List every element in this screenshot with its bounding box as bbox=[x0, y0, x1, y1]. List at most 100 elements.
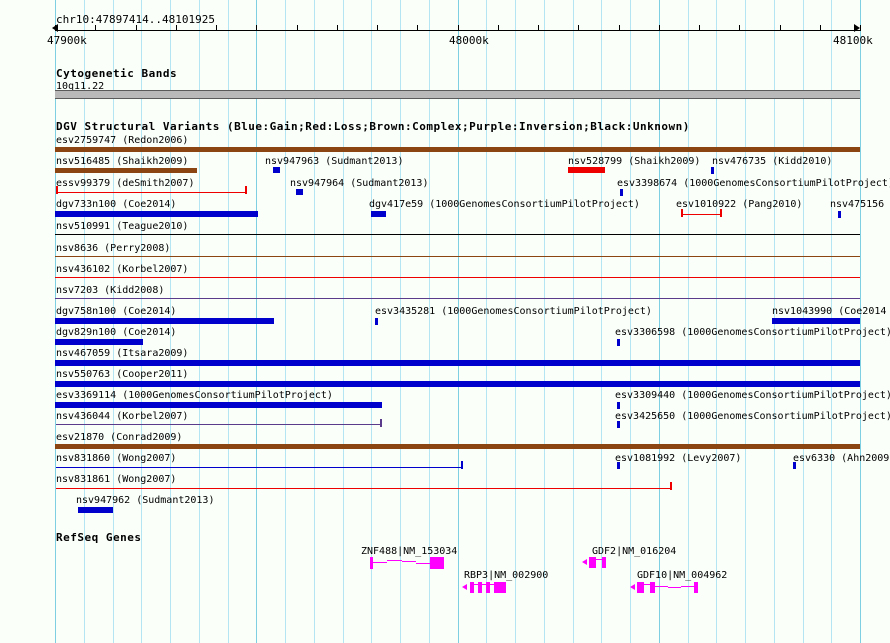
gene-exon[interactable] bbox=[370, 557, 373, 569]
dgv-variant-label[interactable]: nsv510991 (Teague2010) bbox=[56, 221, 189, 232]
dgv-variant-bar[interactable] bbox=[568, 167, 605, 173]
gene-exon[interactable] bbox=[650, 582, 655, 593]
gene-exon[interactable] bbox=[478, 582, 482, 593]
dgv-variant-label[interactable]: dgv829n100 (Coe2014) bbox=[56, 327, 177, 338]
dgv-variant-label[interactable]: nsv436044 (Korbel2007) bbox=[56, 411, 189, 422]
dgv-variant-endcap[interactable] bbox=[681, 209, 683, 217]
dgv-variant-line[interactable] bbox=[681, 214, 722, 215]
dgv-variant-bar[interactable] bbox=[617, 421, 620, 428]
dgv-variant-bar[interactable] bbox=[55, 211, 258, 217]
dgv-variant-label[interactable]: esv3309440 (1000GenomesConsortiumPilotPr… bbox=[615, 390, 890, 401]
dgv-variant-label[interactable]: essv99379 (deSmith2007) bbox=[56, 178, 195, 189]
dgv-variant-bar[interactable] bbox=[375, 318, 378, 325]
dgv-variant-line[interactable] bbox=[56, 488, 672, 489]
dgv-variant-line[interactable] bbox=[56, 192, 247, 193]
dgv-variant-endcap[interactable] bbox=[380, 419, 382, 427]
ruler-tick bbox=[619, 25, 620, 31]
dgv-variant-line[interactable] bbox=[55, 298, 860, 299]
dgv-variant-line[interactable] bbox=[56, 467, 462, 468]
gene-exon[interactable] bbox=[494, 582, 506, 593]
dgv-variant-line[interactable] bbox=[55, 234, 860, 235]
dgv-variant-label[interactable]: nsv528799 (Shaikh2009) bbox=[568, 156, 701, 167]
dgv-variant-label[interactable]: nsv1043990 (Coe2014 bbox=[772, 306, 887, 317]
dgv-variant-line[interactable] bbox=[55, 277, 860, 278]
ruler-label-left: 47900k bbox=[47, 34, 87, 47]
dgv-variant-label[interactable]: nsv947962 (Sudmant2013) bbox=[76, 495, 215, 506]
dgv-variant-bar[interactable] bbox=[55, 339, 143, 345]
gene-intron bbox=[644, 584, 650, 585]
dgv-variant-bar[interactable] bbox=[296, 189, 303, 195]
dgv-variant-label[interactable]: nsv436102 (Korbel2007) bbox=[56, 264, 189, 275]
gridline bbox=[601, 0, 602, 643]
gene-exon[interactable] bbox=[486, 582, 490, 593]
ruler-tick bbox=[95, 25, 96, 31]
dgv-variant-label[interactable]: dgv733n100 (Coe2014) bbox=[56, 199, 177, 210]
dgv-variant-label[interactable]: dgv758n100 (Coe2014) bbox=[56, 306, 177, 317]
gridline bbox=[486, 0, 487, 643]
dgv-variant-label[interactable]: nsv516485 (Shaikh2009) bbox=[56, 156, 189, 167]
dgv-variant-bar[interactable] bbox=[55, 402, 382, 408]
dgv-variant-bar[interactable] bbox=[273, 167, 280, 173]
dgv-variant-bar[interactable] bbox=[55, 147, 860, 152]
dgv-variant-bar[interactable] bbox=[55, 168, 197, 173]
gene-label[interactable]: GDF10|NM_004962 bbox=[637, 570, 728, 581]
dgv-variant-label[interactable]: nsv467059 (Itsara2009) bbox=[56, 348, 189, 359]
gene-label[interactable]: GDF2|NM_016204 bbox=[592, 546, 677, 557]
dgv-variant-label[interactable]: esv3425650 (1000GenomesConsortiumPilotPr… bbox=[615, 411, 890, 422]
dgv-variant-label[interactable]: nsv475156 bbox=[830, 199, 885, 210]
dgv-variant-label[interactable]: esv2759747 (Redon2006) bbox=[56, 135, 189, 146]
dgv-variant-endcap[interactable] bbox=[720, 209, 722, 217]
dgv-variant-label[interactable]: nsv7203 (Kidd2008) bbox=[56, 285, 165, 296]
dgv-variant-label[interactable]: dgv417e59 (1000GenomesConsortiumPilotPro… bbox=[369, 199, 640, 210]
dgv-variant-label[interactable]: esv3435281 (1000GenomesConsortiumPilotPr… bbox=[375, 306, 652, 317]
gene-label[interactable]: RBP3|NM_002900 bbox=[464, 570, 549, 581]
dgv-variant-label[interactable]: nsv8636 (Perry2008) bbox=[56, 243, 171, 254]
dgv-variant-label[interactable]: nsv947964 (Sudmant2013) bbox=[290, 178, 429, 189]
dgv-variant-label[interactable]: nsv831860 (Wong2007) bbox=[56, 453, 177, 464]
dgv-variant-endcap[interactable] bbox=[670, 482, 672, 490]
dgv-variant-label[interactable]: esv1081992 (Levy2007) bbox=[615, 453, 742, 464]
dgv-variant-bar[interactable] bbox=[55, 444, 860, 449]
dgv-variant-bar[interactable] bbox=[55, 318, 274, 324]
dgv-variant-bar[interactable] bbox=[772, 318, 860, 324]
dgv-variant-label[interactable]: nsv831861 (Wong2007) bbox=[56, 474, 177, 485]
dgv-variant-bar[interactable] bbox=[838, 211, 841, 218]
cytoband-bar[interactable] bbox=[55, 90, 860, 99]
gene-exon[interactable] bbox=[602, 557, 606, 568]
dgv-variant-bar[interactable] bbox=[617, 462, 620, 469]
gene-exon[interactable] bbox=[694, 582, 698, 593]
gene-label[interactable]: ZNF488|NM_153034 bbox=[361, 546, 458, 557]
ruler-tick bbox=[458, 25, 459, 31]
gene-intron bbox=[490, 584, 494, 585]
gridline bbox=[630, 0, 631, 643]
gene-exon[interactable] bbox=[470, 582, 474, 593]
dgv-variant-bar[interactable] bbox=[55, 381, 860, 387]
dgv-variant-bar[interactable] bbox=[620, 189, 623, 196]
dgv-variant-label[interactable]: nsv947963 (Sudmant2013) bbox=[265, 156, 404, 167]
dgv-variant-label[interactable]: esv21870 (Conrad2009) bbox=[56, 432, 183, 443]
dgv-variant-bar[interactable] bbox=[55, 360, 860, 366]
gene-exon[interactable] bbox=[589, 557, 596, 568]
gridline bbox=[573, 0, 574, 643]
dgv-variant-label[interactable]: nsv550763 (Cooper2011) bbox=[56, 369, 189, 380]
dgv-variant-label[interactable]: nsv476735 (Kidd2010) bbox=[712, 156, 833, 167]
dgv-variant-bar[interactable] bbox=[617, 402, 620, 409]
dgv-variant-bar[interactable] bbox=[617, 339, 620, 346]
dgv-variant-endcap[interactable] bbox=[461, 461, 463, 469]
gene-exon[interactable] bbox=[637, 582, 644, 593]
dgv-variant-bar[interactable] bbox=[711, 167, 714, 174]
dgv-variant-label[interactable]: esv6330 (Ahn2009 bbox=[793, 453, 890, 464]
dgv-variant-bar[interactable] bbox=[78, 507, 113, 513]
dgv-variant-bar[interactable] bbox=[371, 211, 386, 217]
dgv-variant-label[interactable]: esv3398674 (1000GenomesConsortiumPilotPr… bbox=[617, 178, 890, 189]
dgv-variant-endcap[interactable] bbox=[245, 186, 247, 194]
dgv-variant-line[interactable] bbox=[55, 256, 860, 257]
dgv-variant-label[interactable]: esv3306598 (1000GenomesConsortiumPilotPr… bbox=[615, 327, 890, 338]
dgv-variant-bar[interactable] bbox=[793, 462, 796, 469]
dgv-variant-endcap[interactable] bbox=[56, 186, 58, 194]
dgv-variant-label[interactable]: esv1010922 (Pang2010) bbox=[676, 199, 803, 210]
gridline bbox=[458, 0, 459, 643]
dgv-variant-line[interactable] bbox=[56, 424, 381, 425]
gene-exon[interactable] bbox=[430, 557, 444, 569]
dgv-variant-label[interactable]: esv3369114 (1000GenomesConsortiumPilotPr… bbox=[56, 390, 333, 401]
